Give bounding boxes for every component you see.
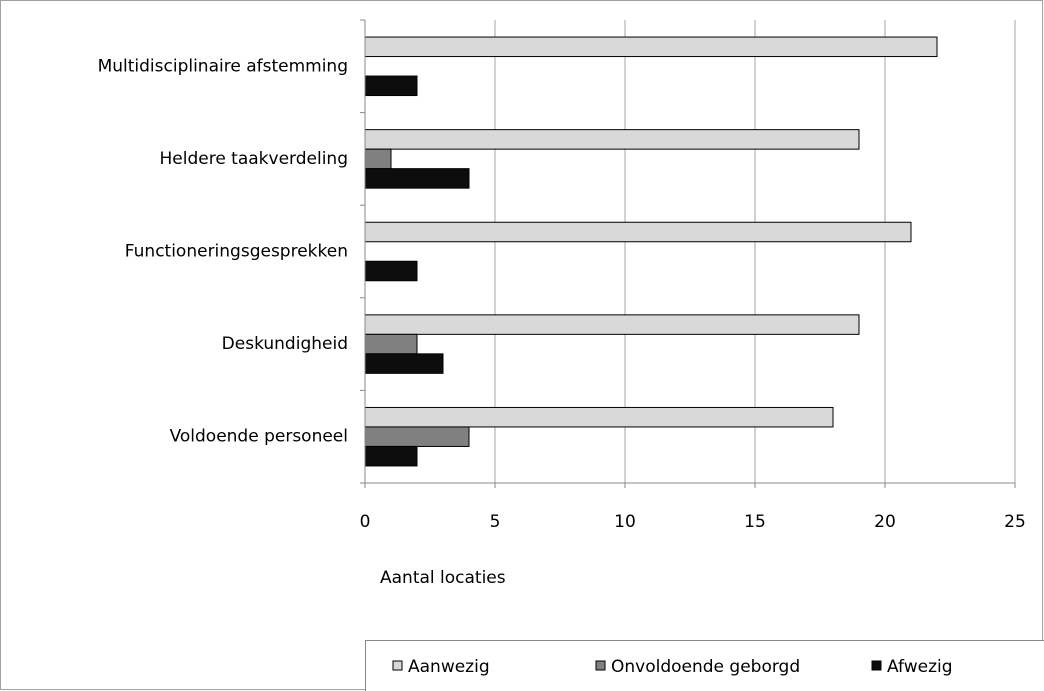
y-tick-label: Deskundigheid xyxy=(222,334,348,354)
bar xyxy=(364,333,418,355)
bar xyxy=(364,426,470,447)
x-axis-label: Aantal locaties xyxy=(380,568,506,588)
bar xyxy=(364,75,418,97)
legend-label: Onvoldoende geborgd xyxy=(611,657,800,677)
bar xyxy=(364,353,444,374)
x-tick-label: 0 xyxy=(360,512,371,532)
bar xyxy=(364,168,470,189)
legend-label: Afwezig xyxy=(887,657,953,677)
legend-label: Aanwezig xyxy=(408,657,490,677)
bar xyxy=(364,445,418,467)
bar xyxy=(364,314,860,335)
y-tick-label: Voldoende personeel xyxy=(170,427,348,447)
x-tick-label: 20 xyxy=(874,512,896,532)
x-tick-label: 5 xyxy=(490,512,501,532)
x-tick-label: 15 xyxy=(744,512,766,532)
bar xyxy=(364,36,938,58)
x-tick-label: 25 xyxy=(1004,512,1026,532)
legend-swatch xyxy=(392,660,403,671)
bar xyxy=(364,221,912,243)
bar xyxy=(364,260,418,282)
legend-swatch xyxy=(595,660,606,671)
y-tick-label: Multidisciplinaire afstemming xyxy=(98,56,348,76)
bar xyxy=(364,406,834,428)
bar xyxy=(364,148,392,170)
y-tick-label: Functioneringsgesprekken xyxy=(125,242,348,262)
x-tick-label: 10 xyxy=(614,512,636,532)
bar xyxy=(364,129,860,150)
legend-box xyxy=(365,640,1044,691)
y-tick-label: Heldere taakverdeling xyxy=(159,149,348,169)
legend-swatch xyxy=(871,660,882,671)
